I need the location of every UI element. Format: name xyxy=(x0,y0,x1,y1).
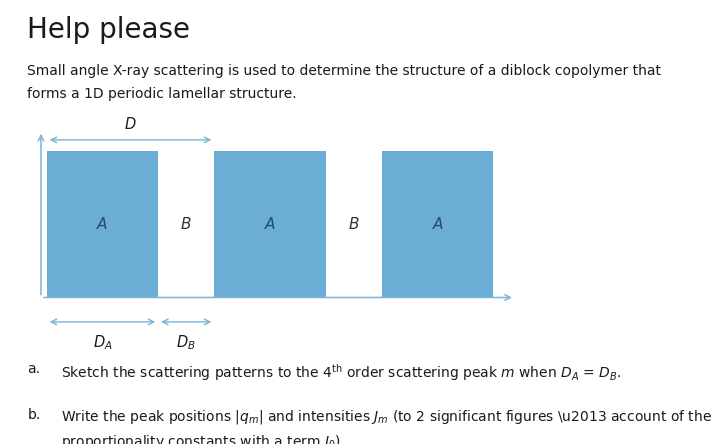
Text: A: A xyxy=(265,217,275,232)
Text: $D_B$: $D_B$ xyxy=(176,333,196,352)
Bar xyxy=(214,151,326,297)
Bar xyxy=(47,151,158,297)
Text: B: B xyxy=(181,217,191,232)
Text: B: B xyxy=(349,217,359,232)
Text: Write the peak positions $|q_m|$ and intensities $J_m$ (to 2 significant figures: Write the peak positions $|q_m|$ and int… xyxy=(61,408,712,427)
Text: $D$: $D$ xyxy=(124,116,137,132)
Text: forms a 1D periodic lamellar structure.: forms a 1D periodic lamellar structure. xyxy=(27,87,297,101)
Text: Help please: Help please xyxy=(27,16,191,44)
Text: $D_A$: $D_A$ xyxy=(93,333,112,352)
Text: A: A xyxy=(97,217,108,232)
Text: proportionality constants with a term $J_0$): proportionality constants with a term $J… xyxy=(61,433,341,444)
Text: Sketch the scattering patterns to the 4$^{\rm th}$ order scattering peak $m$ whe: Sketch the scattering patterns to the 4$… xyxy=(61,362,621,383)
Text: Small angle X-ray scattering is used to determine the structure of a diblock cop: Small angle X-ray scattering is used to … xyxy=(27,64,661,79)
Text: b.: b. xyxy=(27,408,40,423)
Text: A: A xyxy=(432,217,443,232)
Text: a.: a. xyxy=(27,362,40,376)
Bar xyxy=(382,151,493,297)
